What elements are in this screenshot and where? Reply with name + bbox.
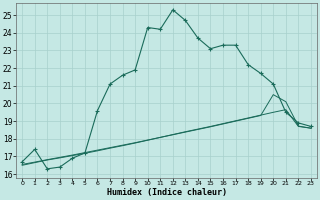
X-axis label: Humidex (Indice chaleur): Humidex (Indice chaleur): [107, 188, 227, 197]
